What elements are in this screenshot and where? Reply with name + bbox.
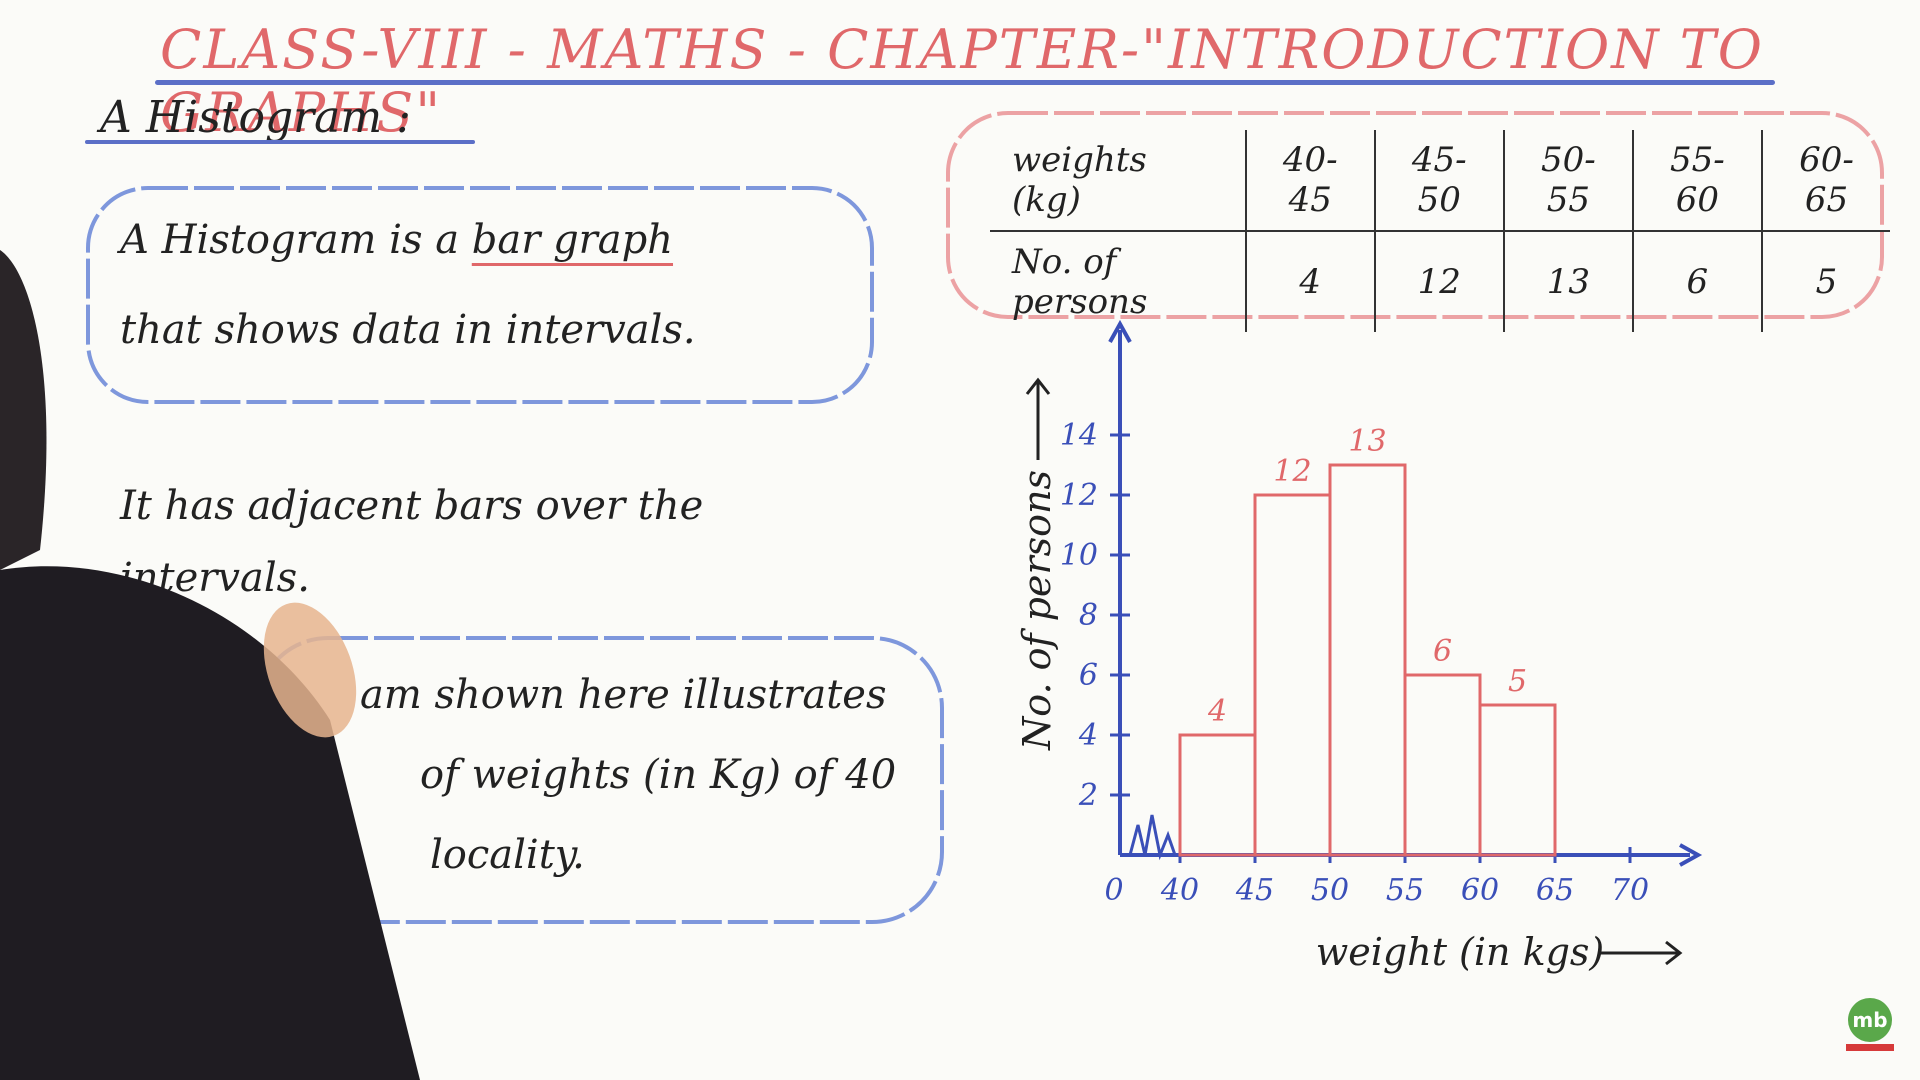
page-title: CLASS-VIII - MATHS - CHAPTER-"INTRODUCTI… [160, 18, 1764, 144]
x-axis-title-arrow [1600, 940, 1683, 966]
y-axis-arrow [1108, 319, 1132, 343]
example-cloud: am shown here illustrates of weights (in… [250, 630, 950, 930]
count-cell: 5 [1760, 231, 1890, 332]
histogram-bar [1328, 463, 1407, 857]
table-row: No. of persons 4 12 13 6 5 [990, 231, 1890, 332]
x-tick-label: 40 [1160, 873, 1199, 908]
y-tick-label: 8 [1079, 598, 1098, 633]
y-axis-title: No. of persons [1015, 470, 1059, 751]
y-axis-title-arrow [1025, 377, 1051, 460]
count-cell: 6 [1631, 231, 1762, 332]
teacher-figure [0, 250, 420, 1080]
interval-cell: 50-55 [1502, 130, 1633, 232]
y-tick-label: 4 [1078, 718, 1098, 753]
histogram-bar [1478, 703, 1557, 857]
y-tick-label: 14 [1060, 418, 1098, 453]
x-tick-label: 65 [1536, 873, 1574, 908]
histogram-bar [1253, 493, 1332, 857]
x-tick-label: 55 [1386, 873, 1424, 908]
bar-value-label: 13 [1348, 424, 1386, 459]
channel-logo[interactable]: mb [1848, 998, 1892, 1042]
y-tick-label: 2 [1078, 778, 1098, 813]
title-underline [155, 80, 1775, 85]
x-tick-label: 45 [1235, 873, 1274, 908]
x-tick-label: 50 [1311, 873, 1349, 908]
count-cell: 13 [1502, 231, 1633, 332]
bar-value-label: 5 [1508, 664, 1527, 699]
example-line-2: of weights (in Kg) of 40 [420, 752, 897, 798]
section-underline [85, 140, 475, 144]
bar-value-label: 4 [1207, 694, 1227, 729]
count-cell: 12 [1373, 231, 1504, 332]
count-cell: 4 [1244, 231, 1375, 332]
cloud-outline [86, 186, 874, 404]
frequency-table: weights (kg) 40-45 45-50 50-55 55-60 60-… [990, 130, 1890, 332]
y-tick-label: 6 [1079, 658, 1098, 693]
definition-cloud: A Histogram is a bar graph that shows da… [80, 180, 880, 410]
interval-cell: 40-45 [1244, 130, 1375, 232]
example-line-3: locality. [430, 832, 585, 878]
histogram-bar [1403, 673, 1482, 857]
interval-cell: 45-50 [1373, 130, 1504, 232]
interval-cell: 60-65 [1760, 130, 1890, 232]
definition-text-2: that shows data in intervals. [120, 307, 696, 353]
x-tick-label: 0 [1104, 873, 1123, 908]
x-axis-arrow [1679, 843, 1703, 867]
frequency-table-cloud: weights (kg) 40-45 45-50 50-55 55-60 60-… [940, 105, 1890, 332]
x-tick-label: 70 [1611, 873, 1649, 908]
y-tick-label: 12 [1060, 478, 1098, 513]
x-axis-title: weight (in kgs) [1316, 930, 1605, 974]
table-row-label: No. of persons [1012, 242, 1148, 322]
interval-cell: 55-60 [1631, 130, 1762, 232]
example-line-1: am shown here illustrates [360, 672, 887, 718]
table-header-label: weights (kg) [990, 130, 1246, 232]
definition-highlight: bar graph [471, 217, 674, 263]
axis-break-mark [1128, 814, 1177, 861]
subscribe-bar[interactable] [1846, 1044, 1894, 1051]
section-heading: A Histogram : [100, 92, 411, 143]
bar-value-label: 6 [1433, 634, 1452, 669]
definition-text-1: A Histogram is a [120, 217, 460, 263]
bar-value-label: 12 [1273, 454, 1311, 489]
histogram-bar [1178, 733, 1257, 857]
x-tick-label: 60 [1461, 873, 1499, 908]
y-tick-label: 10 [1060, 538, 1098, 573]
table-row: weights (kg) 40-45 45-50 50-55 55-60 60-… [990, 130, 1890, 232]
